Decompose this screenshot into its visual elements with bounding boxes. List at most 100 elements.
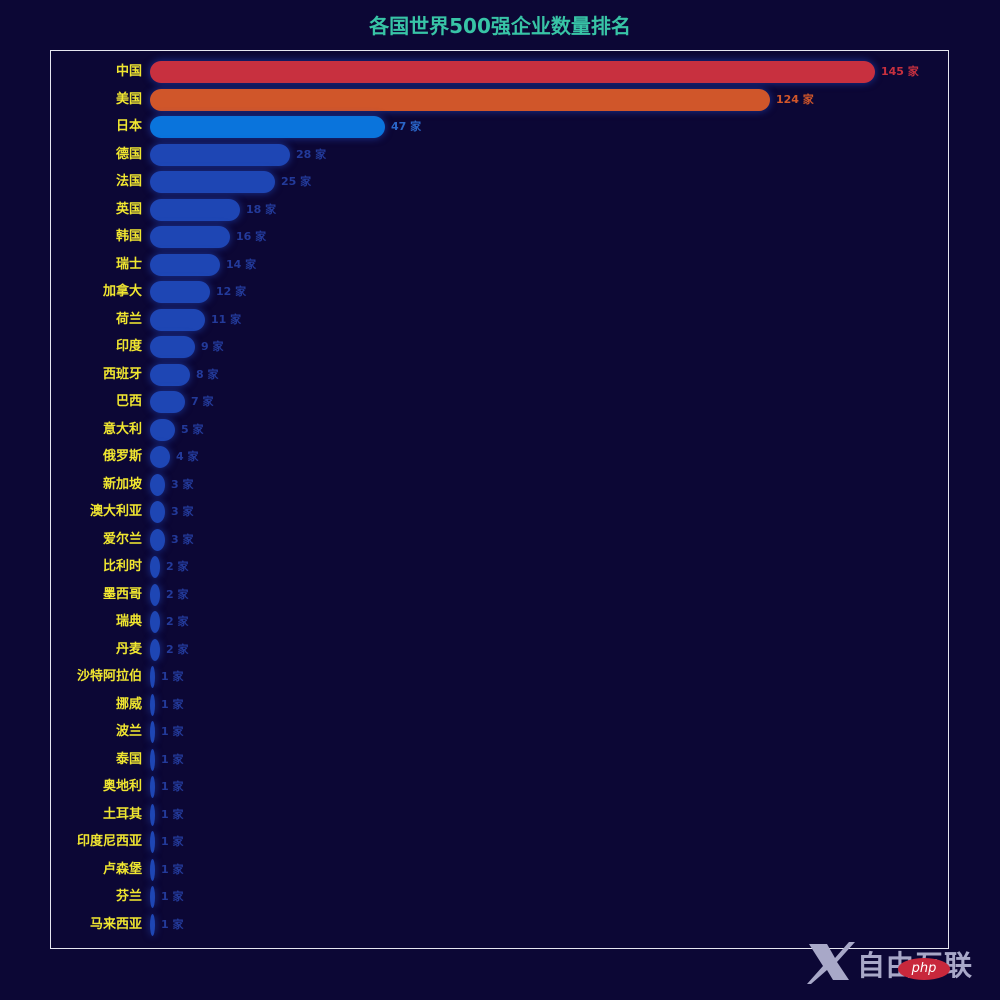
value-label: 3 家 [171, 505, 194, 518]
bar [150, 253, 220, 276]
bar-row: 日本 47 家 [0, 115, 1000, 139]
value-label: 1 家 [161, 725, 184, 738]
value-label: 1 家 [161, 752, 184, 766]
category-label: 俄罗斯 [102, 449, 142, 464]
category-label: 澳大利亚 [89, 504, 142, 519]
category-label: 西班牙 [102, 366, 142, 382]
bar [150, 611, 160, 633]
bar-row: 芬兰 1 家 [0, 885, 1000, 909]
value-label: 25 家 [281, 175, 312, 188]
value-label: 4 家 [176, 450, 199, 463]
bar [150, 528, 165, 551]
bar [150, 363, 190, 386]
category-label: 印度 [115, 339, 142, 354]
bar [150, 116, 385, 138]
bar [150, 913, 155, 936]
value-label: 2 家 [166, 615, 189, 628]
bar [150, 418, 175, 441]
bar [150, 666, 155, 688]
value-label: 1 家 [161, 807, 184, 821]
bar [150, 198, 240, 221]
bar-row: 中国 145 家 [0, 60, 1000, 84]
bar-row: 巴西 7 家 [0, 390, 1000, 414]
category-label: 爱尔兰 [102, 531, 142, 547]
value-label: 1 家 [161, 890, 184, 903]
value-label: 2 家 [166, 587, 189, 601]
bar [150, 308, 205, 331]
value-label: 1 家 [161, 862, 184, 876]
bar-row: 挪威 1 家 [0, 693, 1000, 717]
category-label: 土耳其 [102, 806, 142, 822]
category-label: 印度尼西亚 [76, 834, 142, 849]
bar-row: 丹麦 2 家 [0, 638, 1000, 662]
bar [150, 748, 155, 771]
bar-row: 沙特阿拉伯 1 家 [0, 665, 1000, 689]
bar [150, 803, 155, 826]
value-label: 14 家 [226, 257, 257, 271]
bar [150, 88, 770, 111]
bar [150, 171, 275, 193]
value-label: 28 家 [296, 147, 327, 161]
bar [150, 143, 290, 166]
bar [150, 556, 160, 578]
bar [150, 61, 875, 83]
category-label: 沙特阿拉伯 [76, 669, 142, 684]
php-badge: php [898, 958, 950, 980]
category-label: 挪威 [115, 696, 142, 712]
category-label: 中国 [115, 64, 142, 79]
bar-row: 英国 18 家 [0, 198, 1000, 222]
bar-row: 土耳其 1 家 [0, 803, 1000, 827]
bar-row: 印度尼西亚 1 家 [0, 830, 1000, 854]
category-label: 瑞典 [115, 614, 142, 629]
bar-row: 意大利 5 家 [0, 418, 1000, 442]
value-label: 145 家 [881, 65, 919, 78]
bar [150, 776, 155, 798]
x-logo-icon [807, 942, 855, 984]
category-label: 泰国 [115, 751, 142, 767]
chart-title: 各国世界500强企业数量排名 [369, 14, 631, 38]
bar-row: 澳大利亚 3 家 [0, 500, 1000, 524]
bar [150, 638, 160, 661]
category-label: 瑞士 [115, 256, 142, 272]
bar-row: 墨西哥 2 家 [0, 583, 1000, 607]
category-label: 韩国 [115, 229, 142, 244]
bar-row: 韩国 16 家 [0, 225, 1000, 249]
bar [150, 336, 195, 358]
bar [150, 391, 185, 413]
bar-row: 奥地利 1 家 [0, 775, 1000, 799]
value-label: 1 家 [161, 835, 184, 848]
bar [150, 501, 165, 523]
bar-row: 俄罗斯 4 家 [0, 445, 1000, 469]
bar [150, 281, 210, 303]
bar [150, 721, 155, 743]
category-label: 意大利 [102, 421, 142, 437]
bar-row: 加拿大 12 家 [0, 280, 1000, 304]
bar-row: 比利时 2 家 [0, 555, 1000, 579]
value-label: 1 家 [161, 670, 184, 683]
category-label: 加拿大 [102, 284, 142, 299]
category-label: 巴西 [115, 394, 142, 409]
category-label: 比利时 [102, 559, 142, 574]
category-label: 新加坡 [102, 476, 142, 492]
category-label: 英国 [115, 201, 142, 217]
bar-row: 德国 28 家 [0, 143, 1000, 167]
category-label: 丹麦 [115, 641, 142, 657]
category-label: 波兰 [115, 724, 142, 739]
category-label: 德国 [115, 146, 142, 162]
bar-row: 波兰 1 家 [0, 720, 1000, 744]
value-label: 12 家 [216, 285, 247, 298]
bar-row: 瑞士 14 家 [0, 253, 1000, 277]
bar [150, 886, 155, 908]
bar-row: 爱尔兰 3 家 [0, 528, 1000, 552]
bar-row: 西班牙 8 家 [0, 363, 1000, 387]
value-label: 8 家 [196, 367, 219, 381]
bar-row: 印度 9 家 [0, 335, 1000, 359]
bar [150, 473, 165, 496]
bar-row: 泰国 1 家 [0, 748, 1000, 772]
value-label: 9 家 [201, 340, 224, 353]
value-label: 5 家 [181, 422, 204, 436]
value-label: 2 家 [166, 560, 189, 573]
bar [150, 583, 160, 606]
bar-row: 新加坡 3 家 [0, 473, 1000, 497]
